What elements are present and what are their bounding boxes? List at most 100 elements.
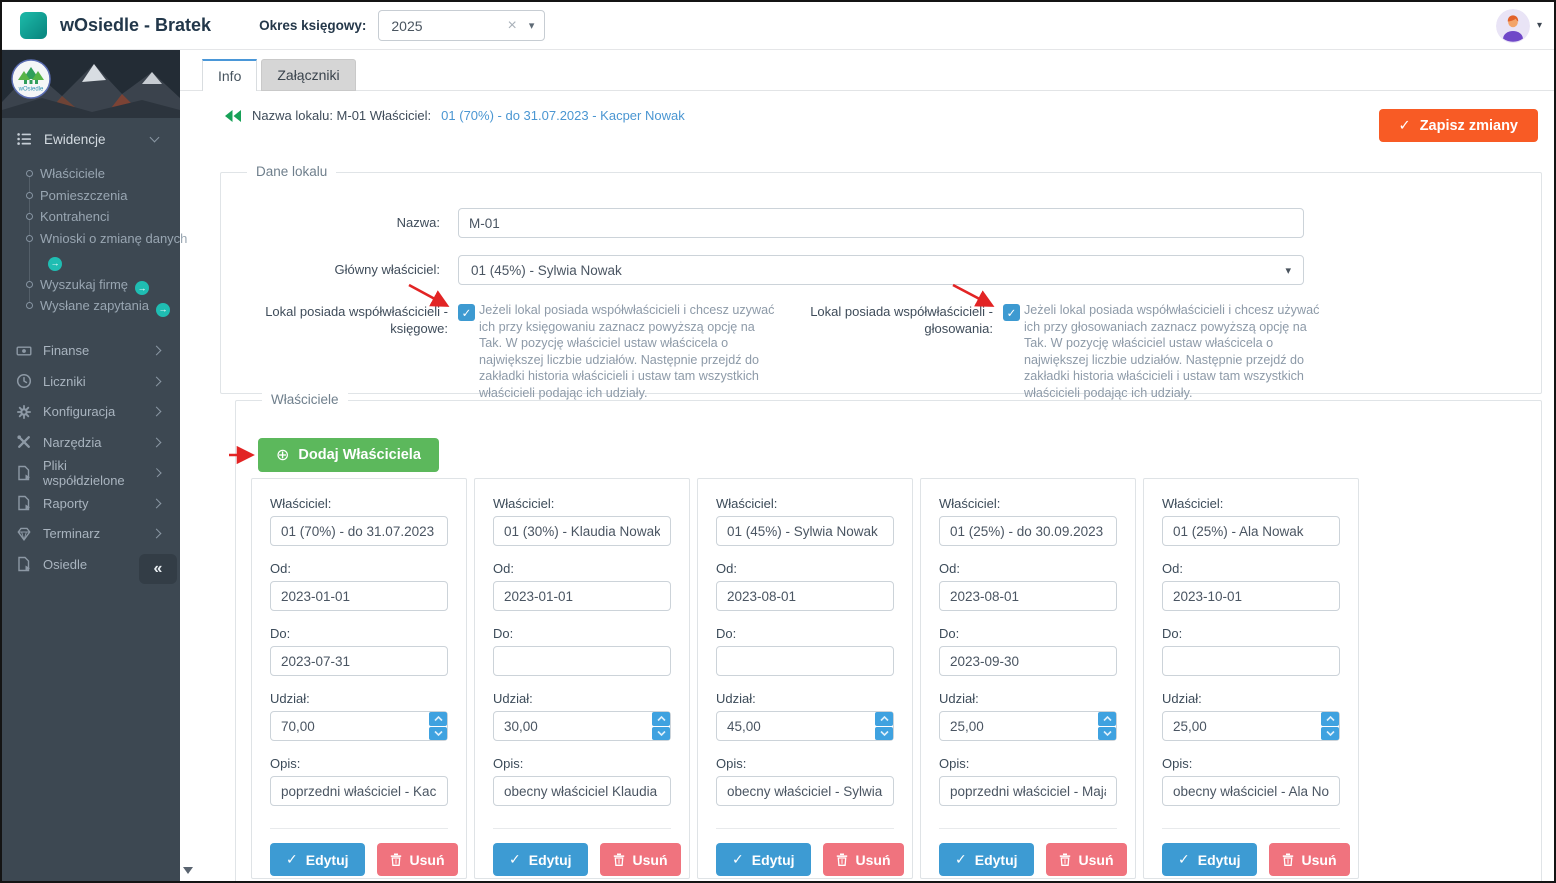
- opis-input[interactable]: [716, 776, 894, 806]
- edit-label: Edytuj: [751, 851, 795, 868]
- tab-info[interactable]: Info: [202, 59, 258, 91]
- od-input[interactable]: [270, 581, 448, 611]
- stepper-up-button[interactable]: [429, 712, 447, 726]
- back-icon[interactable]: [224, 109, 242, 123]
- udzial-label: Udział:: [939, 691, 979, 706]
- owner-link[interactable]: 01 (70%) - do 31.07.2023 - Kacper Nowak: [441, 108, 685, 123]
- chevron-down-icon[interactable]: ▾: [1536, 20, 1542, 31]
- udzial-input[interactable]: [1162, 711, 1340, 741]
- edit-owner-button[interactable]: ✓ Edytuj: [270, 843, 365, 876]
- sidebar-section-ewidencje[interactable]: Ewidencje: [2, 118, 180, 156]
- trash-icon: [390, 853, 401, 866]
- sidebar-item-narzedzia[interactable]: Narzędzia: [2, 427, 180, 458]
- stepper-down-button[interactable]: [1321, 726, 1339, 740]
- glosowania-checkbox[interactable]: ✓: [1003, 304, 1020, 321]
- period-select[interactable]: 2025 × ▾: [378, 10, 546, 41]
- tab-zalaczniki[interactable]: Załączniki: [261, 59, 356, 91]
- sidebar-item-label: Wysłane zapytania: [40, 298, 149, 313]
- add-owner-button[interactable]: ⊕ Dodaj Właściciela: [258, 438, 439, 472]
- owner-input[interactable]: [716, 516, 894, 546]
- scrollbar-down-arrow[interactable]: [183, 867, 193, 879]
- check-icon: ✓: [1178, 851, 1190, 867]
- opis-input[interactable]: [939, 776, 1117, 806]
- opis-input[interactable]: [1162, 776, 1340, 806]
- opis-label: Opis:: [1162, 756, 1193, 771]
- sidebar-item-osiedle[interactable]: Osiedle: [2, 549, 180, 580]
- arrow-badge-icon: →: [48, 256, 62, 271]
- do-input[interactable]: [939, 646, 1117, 676]
- stepper-up-button[interactable]: [1321, 712, 1339, 726]
- udzial-input[interactable]: [939, 711, 1117, 741]
- period-label: Okres księgowy:: [259, 18, 367, 33]
- udzial-input[interactable]: [270, 711, 448, 741]
- od-input[interactable]: [493, 581, 671, 611]
- sidebar-item-wlasciciele[interactable]: Właściciele: [26, 163, 172, 185]
- owner-label: Właściciel:: [270, 496, 332, 511]
- osiedle-logo-icon: wOsiedle: [11, 59, 51, 104]
- opis-input[interactable]: [270, 776, 448, 806]
- sidebar-item-liczniki[interactable]: Liczniki: [2, 366, 180, 397]
- sidebar-item-wyszukaj-firme[interactable]: Wyszukaj firmę →: [26, 274, 172, 295]
- edit-owner-button[interactable]: ✓ Edytuj: [493, 843, 588, 876]
- nazwa-input[interactable]: [458, 208, 1304, 238]
- delete-owner-button[interactable]: Usuń: [1268, 843, 1350, 876]
- opis-label: Opis:: [716, 756, 747, 771]
- sidebar-item-label: Raporty: [43, 495, 89, 511]
- od-input[interactable]: [939, 581, 1117, 611]
- delete-owner-button[interactable]: Usuń: [376, 843, 458, 876]
- stepper-up-button[interactable]: [875, 712, 893, 726]
- od-input[interactable]: [1162, 581, 1340, 611]
- owner-input[interactable]: [493, 516, 671, 546]
- context-row: Nazwa lokalu: M-01 Właściciel: 01 (70%) …: [224, 108, 685, 123]
- chevron-right-icon: [151, 437, 162, 448]
- trash-icon: [613, 853, 624, 866]
- owner-input[interactable]: [1162, 516, 1340, 546]
- od-input[interactable]: [716, 581, 894, 611]
- delete-owner-button[interactable]: Usuń: [1045, 843, 1127, 876]
- sidebar-item-wyslane-zapytania[interactable]: Wysłane zapytania →: [26, 295, 172, 317]
- owner-input[interactable]: [939, 516, 1117, 546]
- owner-input[interactable]: [270, 516, 448, 546]
- chevron-down-icon[interactable]: ▾: [528, 20, 535, 32]
- edit-owner-button[interactable]: ✓ Edytuj: [939, 843, 1034, 876]
- od-label: Od:: [270, 561, 291, 576]
- clear-icon[interactable]: ×: [507, 16, 517, 34]
- check-icon: ✓: [732, 851, 744, 867]
- glowny-wlasciciel-select[interactable]: 01 (45%) - Sylwia Nowak ▾: [458, 255, 1304, 285]
- edit-owner-button[interactable]: ✓ Edytuj: [1162, 843, 1257, 876]
- do-input[interactable]: [270, 646, 448, 676]
- do-input[interactable]: [716, 646, 894, 676]
- do-input[interactable]: [493, 646, 671, 676]
- do-input[interactable]: [1162, 646, 1340, 676]
- stepper-up-button[interactable]: [1098, 712, 1116, 726]
- gear-icon: [17, 404, 31, 419]
- stepper-down-button[interactable]: [875, 726, 893, 740]
- list-icon: [17, 133, 31, 145]
- save-button[interactable]: ✓ Zapisz zmiany: [1378, 109, 1538, 142]
- edit-owner-button[interactable]: ✓ Edytuj: [716, 843, 811, 876]
- sidebar-item-pliki-wspoldzielone[interactable]: Pliki współdzielone: [2, 458, 180, 489]
- udzial-input[interactable]: [493, 711, 671, 741]
- sidebar-item-terminarz[interactable]: Terminarz: [2, 519, 180, 550]
- stepper-up-button[interactable]: [652, 712, 670, 726]
- sidebar-item-wnioski[interactable]: Wnioski o zmianę danych: [26, 228, 187, 250]
- stepper-down-button[interactable]: [652, 726, 670, 740]
- udzial-input[interactable]: [716, 711, 894, 741]
- sidebar-item-kontrahenci[interactable]: Kontrahenci: [26, 206, 172, 228]
- ksiegowe-checkbox[interactable]: ✓: [458, 304, 475, 321]
- sidebar-item-pomieszczenia[interactable]: Pomieszczenia: [26, 185, 172, 207]
- delete-owner-button[interactable]: Usuń: [822, 843, 904, 876]
- sidebar-item-finanse[interactable]: Finanse: [2, 336, 180, 367]
- sidebar-item-konfiguracja[interactable]: Konfiguracja: [2, 397, 180, 428]
- glowny-wlasciciel-label: Główny właściciel:: [334, 262, 440, 277]
- stepper-down-button[interactable]: [429, 726, 447, 740]
- sidebar-item-raporty[interactable]: Raporty: [2, 488, 180, 519]
- opis-label: Opis:: [939, 756, 970, 771]
- sidebar-collapse-button[interactable]: «: [139, 554, 177, 584]
- avatar[interactable]: [1495, 8, 1530, 43]
- sidebar-item-label: Konfiguracja: [43, 404, 116, 420]
- delete-owner-button[interactable]: Usuń: [599, 843, 681, 876]
- sidebar-item-label: Osiedle: [43, 556, 88, 572]
- opis-input[interactable]: [493, 776, 671, 806]
- stepper-down-button[interactable]: [1098, 726, 1116, 740]
